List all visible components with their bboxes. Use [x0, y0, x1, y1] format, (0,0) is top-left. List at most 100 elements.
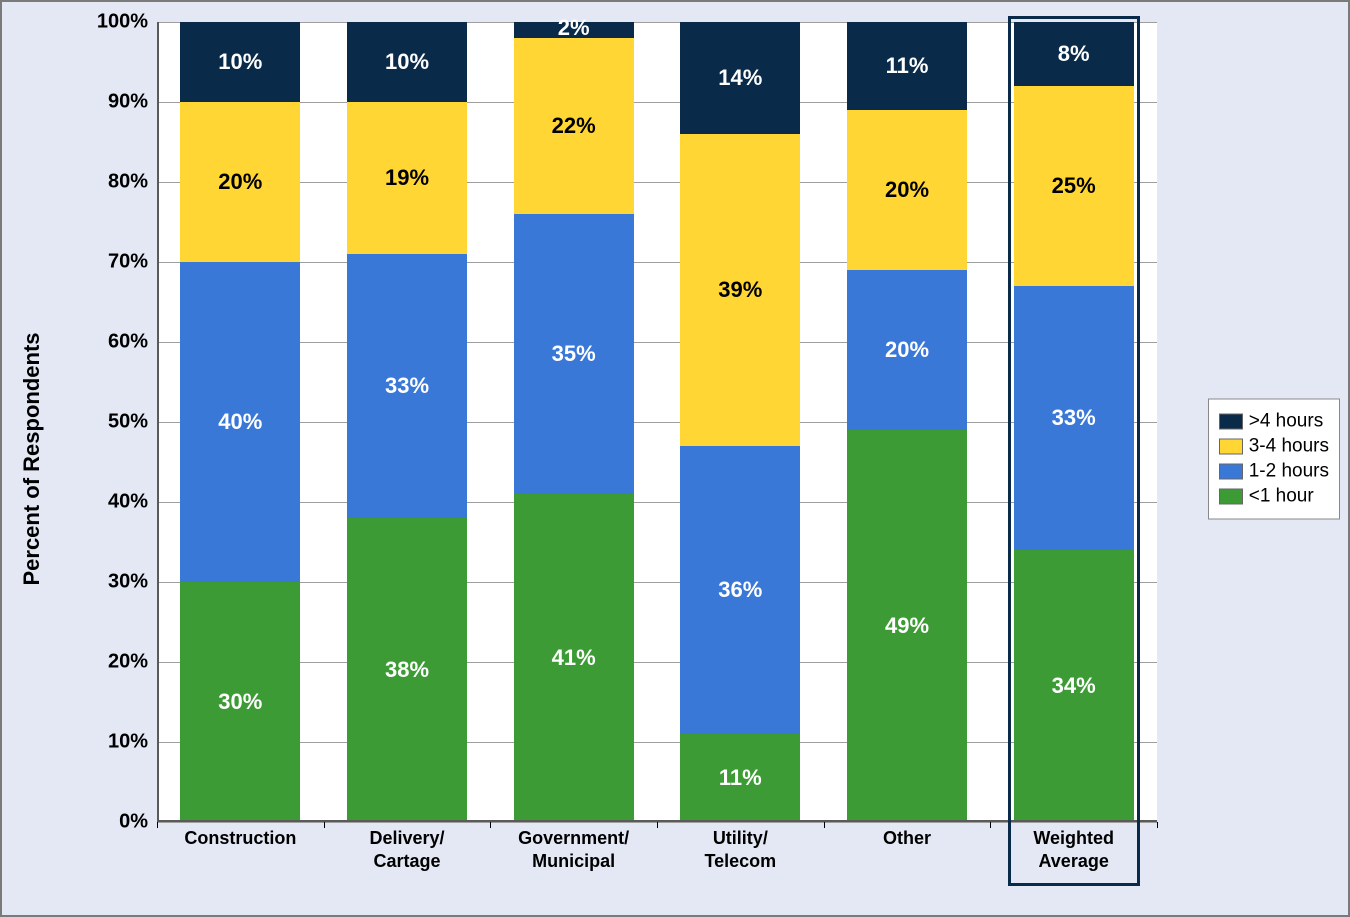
gridline [157, 342, 1157, 343]
y-tick-label: 10% [93, 731, 148, 754]
segment-value-label: 14% [718, 65, 762, 91]
x-tick-label-government: Government/Municipal [490, 827, 657, 872]
segment-utility-h12: 36% [680, 446, 800, 734]
segment-value-label: 20% [885, 177, 929, 203]
bar-other: 49% 20% 20% 11% [847, 22, 967, 822]
gridline [157, 422, 1157, 423]
gridline [157, 22, 1157, 23]
bar-utility: 11% 36% 39% 14% [680, 22, 800, 822]
y-tick-label: 0% [93, 811, 148, 834]
segment-value-label: 25% [1052, 173, 1096, 199]
segment-government-lt1: 41% [514, 494, 634, 822]
segment-construction-h34: 20% [180, 102, 300, 262]
segment-construction-h12: 40% [180, 262, 300, 582]
segment-value-label: 33% [1052, 405, 1096, 431]
segment-value-label: 11% [886, 53, 929, 79]
segment-value-label: 49% [885, 613, 929, 639]
legend-item-gt4: >4 hours [1219, 410, 1329, 432]
segment-value-label: 20% [218, 169, 262, 195]
y-axis-line [157, 22, 159, 822]
y-tick-label: 40% [93, 491, 148, 514]
y-tick-label: 60% [93, 331, 148, 354]
y-tick-label: 70% [93, 251, 148, 274]
bar-delivery: 38% 33% 19% 10% [347, 22, 467, 822]
y-tick-label: 90% [93, 91, 148, 114]
segment-construction-lt1: 30% [180, 582, 300, 822]
segment-government-h12: 35% [514, 214, 634, 494]
segment-government-h34: 22% [514, 38, 634, 214]
plot-area: 30% 40% 20% 10% 38% 33% 19% 10% 41% 35% 22% 2% 11% 36… [157, 22, 1157, 822]
segment-value-label: 30% [218, 689, 262, 715]
bar-weighted: 34% 33% 25% 8% [1014, 22, 1134, 822]
legend-label: >4 hours [1249, 410, 1323, 432]
gridline [157, 502, 1157, 503]
legend-label: 3-4 hours [1249, 435, 1329, 457]
segment-weighted-h12: 33% [1014, 286, 1134, 550]
segment-value-label: 10% [218, 49, 262, 75]
x-tick-label-construction: Construction [157, 827, 324, 850]
segment-value-label: 41% [552, 645, 596, 671]
segment-value-label: 8% [1058, 41, 1090, 67]
segment-value-label: 20% [885, 337, 929, 363]
gridline [157, 262, 1157, 263]
x-tick-mark [1157, 822, 1158, 828]
segment-utility-h34: 39% [680, 134, 800, 446]
gridline [157, 102, 1157, 103]
legend-swatch [1219, 413, 1243, 429]
segment-delivery-gt4: 10% [347, 22, 467, 102]
segment-value-label: 22% [552, 113, 596, 139]
y-tick-label: 100% [93, 11, 148, 34]
segment-utility-gt4: 14% [680, 22, 800, 134]
segment-value-label: 38% [385, 657, 429, 683]
legend-swatch [1219, 438, 1243, 454]
gridline [157, 182, 1157, 183]
segment-other-lt1: 49% [847, 430, 967, 822]
segment-weighted-gt4: 8% [1014, 22, 1134, 86]
bar-construction: 30% 40% 20% 10% [180, 22, 300, 822]
segment-construction-gt4: 10% [180, 22, 300, 102]
segment-value-label: 36% [718, 577, 762, 603]
segment-delivery-h12: 33% [347, 254, 467, 518]
segment-value-label: 11% [719, 765, 762, 791]
segment-value-label: 34% [1052, 673, 1096, 699]
stacked-bar-chart: Percent of Respondents 0% 10% 20% 30% 40% 50%… [0, 0, 1350, 917]
segment-other-gt4: 11% [847, 22, 967, 110]
legend-label: <1 hour [1249, 485, 1314, 507]
x-tick-label-utility: Utility/Telecom [657, 827, 824, 872]
gridline [157, 742, 1157, 743]
y-tick-label: 30% [93, 571, 148, 594]
segment-other-h34: 20% [847, 110, 967, 270]
segment-other-h12: 20% [847, 270, 967, 430]
segment-government-gt4: 2% [514, 22, 634, 38]
y-tick-label: 20% [93, 651, 148, 674]
segment-value-label: 35% [552, 341, 596, 367]
bar-government: 41% 35% 22% 2% [514, 22, 634, 822]
legend: >4 hours 3-4 hours 1-2 hours <1 hour [1208, 398, 1340, 519]
legend-item-h12: 1-2 hours [1219, 460, 1329, 482]
x-tick-mark [157, 822, 158, 828]
legend-label: 1-2 hours [1249, 460, 1329, 482]
segment-weighted-h34: 25% [1014, 86, 1134, 286]
x-tick-label-weighted: WeightedAverage [990, 827, 1157, 872]
y-axis-title: Percent of Respondents [19, 332, 45, 585]
x-tick-label-delivery: Delivery/Cartage [324, 827, 491, 872]
segment-utility-lt1: 11% [680, 734, 800, 822]
segment-value-label: 10% [385, 49, 429, 75]
x-tick-label-other: Other [824, 827, 991, 850]
segment-delivery-h34: 19% [347, 102, 467, 254]
segment-value-label: 40% [218, 409, 262, 435]
segment-delivery-lt1: 38% [347, 518, 467, 822]
legend-item-lt1: <1 hour [1219, 485, 1329, 507]
segment-value-label: 2% [558, 15, 590, 41]
y-tick-label: 50% [93, 411, 148, 434]
segment-value-label: 33% [385, 373, 429, 399]
y-tick-label: 80% [93, 171, 148, 194]
gridline [157, 662, 1157, 663]
legend-item-h34: 3-4 hours [1219, 435, 1329, 457]
legend-swatch [1219, 488, 1243, 504]
segment-value-label: 19% [385, 165, 429, 191]
segment-value-label: 39% [718, 277, 762, 303]
segment-weighted-lt1: 34% [1014, 550, 1134, 822]
gridline [157, 582, 1157, 583]
legend-swatch [1219, 463, 1243, 479]
